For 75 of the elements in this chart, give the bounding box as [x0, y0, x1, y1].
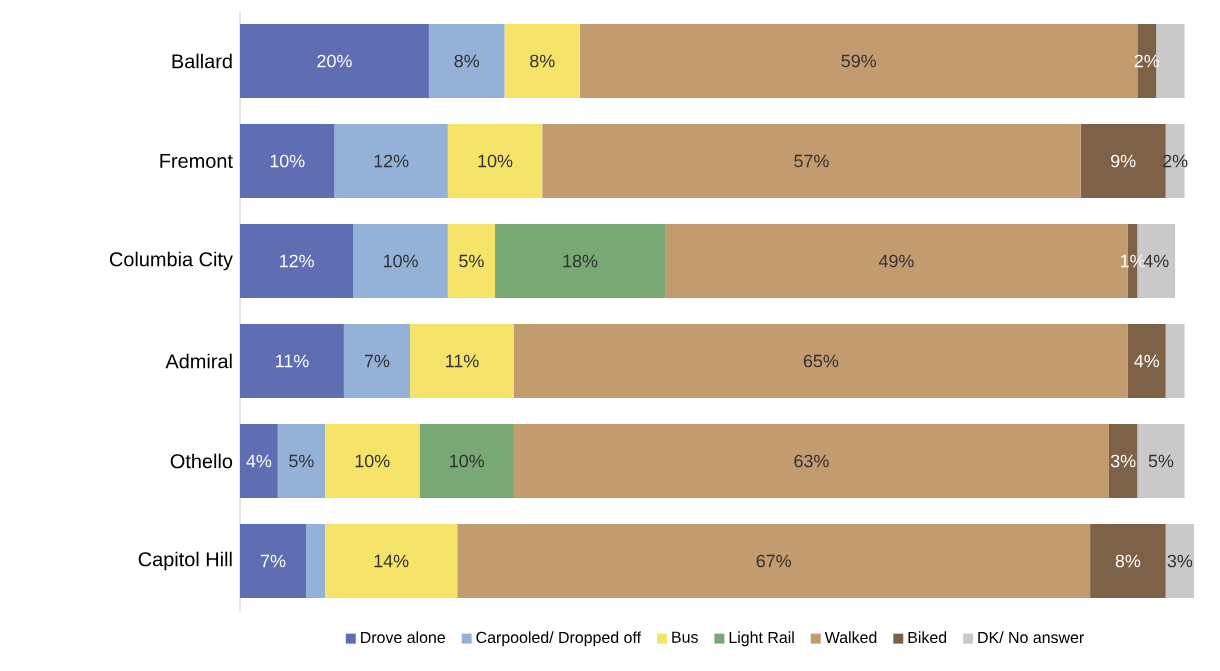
data-label: 14%	[374, 554, 409, 568]
bar	[343, 324, 411, 399]
bar	[513, 324, 1128, 399]
data-label: 7%	[364, 354, 390, 368]
bar	[504, 24, 581, 99]
data-label: 59%	[841, 54, 876, 68]
data-label: 3%	[1167, 554, 1193, 568]
data-label: 4%	[1143, 254, 1169, 268]
legend-label: Biked	[908, 631, 947, 644]
bar	[410, 324, 514, 399]
legend-label: Light Rail	[729, 631, 794, 647]
bar	[240, 524, 307, 598]
bar	[1090, 524, 1166, 598]
bar	[1165, 324, 1185, 399]
data-label: 10%	[355, 454, 390, 468]
data-label: 49%	[878, 254, 914, 268]
y-tick-label: Othello	[170, 453, 233, 469]
data-label: 11%	[276, 354, 309, 368]
data-label: 67%	[756, 554, 791, 568]
data-label: 9%	[1111, 154, 1136, 168]
bar	[428, 24, 505, 99]
y-tick-label: Capitol Hill	[138, 551, 232, 571]
legend-label: Carpooled/ Dropped off	[476, 631, 642, 647]
bar	[325, 424, 420, 498]
data-label: 5%	[459, 254, 484, 268]
data-label: 65%	[803, 354, 839, 368]
legend-label: Bus	[672, 631, 698, 643]
data-label: 57%	[794, 154, 829, 168]
data-label: 4%	[1134, 354, 1160, 368]
data-label: 8%	[530, 54, 555, 68]
bar	[1165, 524, 1195, 598]
legend-label: Walked	[824, 631, 877, 644]
bar	[1137, 424, 1185, 498]
bar	[334, 124, 448, 199]
data-label: 10%	[450, 454, 485, 468]
bar	[353, 224, 448, 299]
bar	[240, 424, 278, 498]
data-label: 4%	[246, 454, 272, 468]
data-label: 8%	[454, 54, 480, 68]
data-label: 8%	[1115, 554, 1141, 568]
data-label: 3%	[1110, 454, 1136, 468]
bar	[240, 124, 335, 199]
bar	[419, 424, 514, 498]
data-label: 10%	[384, 254, 418, 268]
bar	[447, 124, 543, 199]
data-label: 5%	[1148, 454, 1174, 468]
bar	[513, 424, 1109, 498]
data-label: 12%	[280, 254, 314, 268]
data-label: 10%	[478, 154, 513, 168]
bar	[1127, 324, 1166, 399]
data-label: 63%	[794, 454, 829, 468]
bar	[306, 524, 326, 598]
bar	[277, 424, 326, 498]
legend-label: Drove alone	[361, 631, 445, 644]
bar	[457, 524, 1091, 598]
data-label: 10%	[270, 154, 305, 168]
data-label: 12%	[374, 154, 409, 168]
bar	[325, 524, 458, 598]
y-tick-label: Admiral	[165, 353, 232, 369]
bar	[240, 324, 344, 399]
bar	[240, 24, 429, 99]
legend-label: DK/ No answer	[978, 631, 1084, 644]
data-label: 11%	[446, 354, 479, 368]
data-label: 7%	[261, 554, 286, 568]
bar	[542, 124, 1081, 199]
bar	[447, 224, 496, 299]
data-label: 20%	[317, 54, 352, 68]
data-label: 5%	[289, 454, 314, 468]
y-tick-label: Ballard	[172, 53, 232, 69]
bar	[1109, 424, 1138, 498]
y-tick-label: Columbia City	[109, 251, 233, 271]
data-label: 18%	[563, 254, 598, 268]
bar	[495, 224, 666, 299]
y-tick-label: Fremont	[160, 154, 233, 168]
bar	[240, 224, 354, 299]
